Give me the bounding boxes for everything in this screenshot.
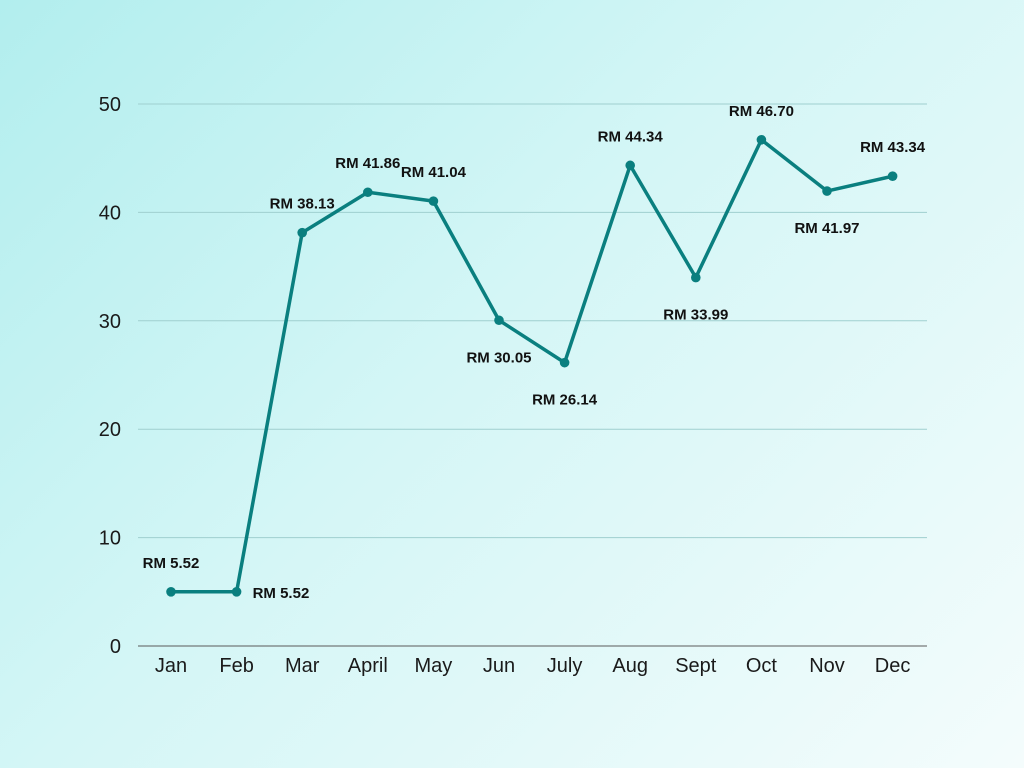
grid-lines <box>138 103 927 539</box>
data-point <box>691 272 701 283</box>
data-point <box>297 227 308 238</box>
data-label: RM 46.70 <box>729 103 794 120</box>
data-label: RM 5.52 <box>253 585 310 602</box>
data-point <box>494 315 504 326</box>
data-point <box>756 134 767 145</box>
data-label: RM 5.52 <box>143 555 200 572</box>
data-label: RM 41.97 <box>794 220 859 237</box>
y-tick-label: 10 <box>99 528 121 550</box>
x-tick-label: Aug <box>612 655 648 677</box>
x-tick-label: Jan <box>155 655 187 677</box>
data-point <box>166 587 176 597</box>
x-tick-label: Jun <box>483 655 515 677</box>
x-tick-label: July <box>547 655 583 677</box>
x-tick-label: Dec <box>875 655 911 677</box>
data-label: RM 41.86 <box>335 155 400 172</box>
data-label: RM 26.14 <box>532 392 598 409</box>
data-point <box>559 357 570 368</box>
series-0 <box>166 134 898 597</box>
y-tick-labels: 0 10 20 30 40 50 <box>99 94 121 658</box>
x-tick-label: May <box>415 655 453 677</box>
data-point <box>231 587 242 597</box>
y-tick-label: 30 <box>99 311 121 333</box>
data-label: RM 30.05 <box>466 349 531 366</box>
data-point <box>428 196 439 206</box>
y-tick-label: 0 <box>110 636 121 658</box>
x-tick-label: April <box>348 655 388 677</box>
x-tick-label: Sept <box>675 655 717 677</box>
x-tick-label: Feb <box>219 655 253 677</box>
x-tick-labels: Jan Feb Mar April May Jun July Aug Sept Oct Nov Dec <box>155 655 911 677</box>
data-point <box>363 187 373 198</box>
data-label: RM 38.13 <box>270 196 335 213</box>
y-tick-label: 50 <box>99 94 121 116</box>
series-line <box>169 138 895 594</box>
x-tick-label: Mar <box>285 655 320 677</box>
x-tick-label: Oct <box>746 655 778 677</box>
data-label: RM 44.34 <box>598 128 664 145</box>
y-tick-label: 40 <box>99 202 121 224</box>
y-tick-label: 20 <box>99 419 121 441</box>
data-point <box>822 186 832 196</box>
data-label: RM 33.99 <box>663 307 728 324</box>
data-point <box>625 160 635 171</box>
x-tick-label: Nov <box>809 655 845 677</box>
data-label: RM 43.34 <box>860 139 926 156</box>
data-label: RM 41.04 <box>401 164 467 181</box>
data-point <box>887 171 898 181</box>
